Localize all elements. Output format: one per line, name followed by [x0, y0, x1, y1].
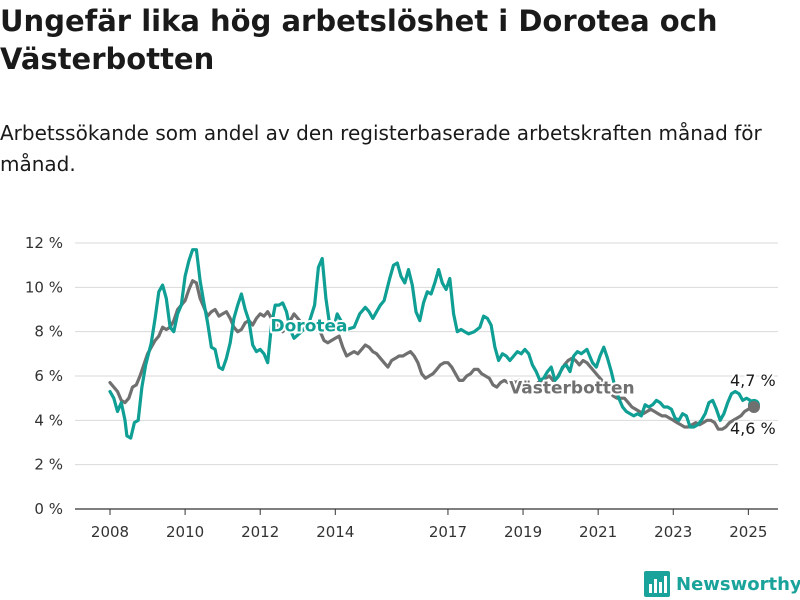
axes: 0 % 2 % 4 % 6 % 8 % 10 % 12 % 2008 2010 2012 2014 2…	[25, 234, 768, 541]
vasterbotten-end-marker	[747, 401, 760, 414]
series-labels: 4,7 % 4,6 % Dorotea Västerbotten	[269, 315, 778, 440]
x-tick-label: 2023	[654, 523, 692, 541]
dorotea-end-label: 4,7 %	[730, 371, 776, 390]
x-tick-label: 2012	[241, 523, 279, 541]
series-lines	[108, 248, 756, 440]
x-tick-label: 2025	[729, 523, 767, 541]
chart-title: Ungefär lika hög arbetslöshet i Dorotea …	[0, 4, 718, 76]
y-tick-label: 10 %	[25, 278, 63, 296]
gridlines	[75, 242, 778, 510]
y-tick-label: 12 %	[25, 234, 63, 252]
x-tick-label: 2008	[91, 523, 129, 541]
x-tick-label: 2017	[429, 523, 467, 541]
x-tick-label: 2019	[504, 523, 542, 541]
dorotea-series-label: Dorotea	[271, 317, 348, 337]
brand-name: Newsworthy	[676, 573, 800, 595]
bar-chart-logo-icon	[644, 571, 670, 597]
x-tick-label: 2021	[579, 523, 617, 541]
y-tick-label: 0 %	[34, 500, 63, 518]
y-tick-label: 8 %	[34, 323, 63, 341]
chart-subtitle: Arbetssökande som andel av den registerb…	[0, 121, 762, 176]
y-tick-label: 6 %	[34, 367, 63, 385]
vasterbotten-line	[108, 279, 756, 431]
x-tick-label: 2010	[166, 523, 204, 541]
dorotea-line	[108, 248, 756, 440]
vasterbotten-series-label: Västerbotten	[509, 379, 635, 399]
y-tick-label: 4 %	[34, 411, 63, 429]
x-tick-label: 2014	[316, 523, 354, 541]
brand-logo[interactable]: Newsworthy	[644, 571, 800, 597]
vasterbotten-end-label: 4,6 %	[730, 419, 776, 438]
y-tick-label: 2 %	[34, 456, 63, 474]
